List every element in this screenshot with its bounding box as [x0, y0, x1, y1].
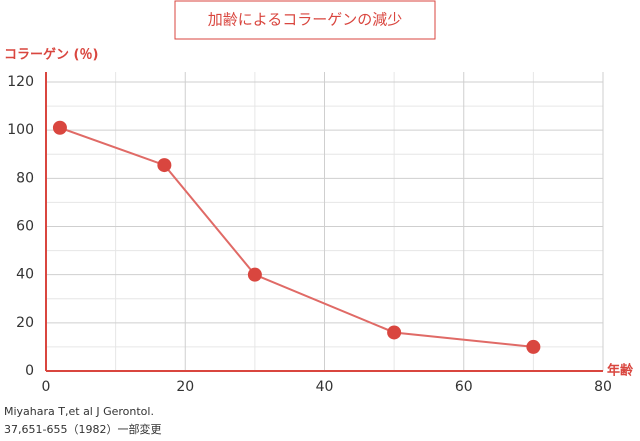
- y-axis-label: コラーゲン (％): [4, 47, 98, 63]
- source-line: Miyahara T,et al J Gerontol.: [4, 405, 154, 418]
- x-tick-label: 20: [176, 379, 194, 395]
- y-tick-label: 100: [7, 122, 34, 138]
- x-tick-label: 0: [42, 379, 51, 395]
- x-axis-label: 年齢: [607, 363, 634, 379]
- y-tick-label: 0: [25, 363, 34, 379]
- data-point: [157, 158, 172, 173]
- x-tick-label: 40: [316, 379, 334, 395]
- data-point: [387, 325, 402, 340]
- y-tick-label: 120: [7, 74, 34, 90]
- data-point: [52, 120, 67, 135]
- data-line: [59, 126, 534, 348]
- y-tick-label: 80: [16, 170, 34, 186]
- y-tick-label: 40: [16, 267, 34, 283]
- source-line: 37,651-655（1982）一部変更: [4, 422, 161, 436]
- chart-title: 加齢によるコラーゲンの減少: [208, 11, 403, 29]
- y-tick-label: 20: [16, 315, 34, 331]
- data-point: [247, 267, 262, 282]
- y-tick-label: 60: [16, 219, 34, 235]
- x-tick-label: 80: [594, 379, 612, 395]
- x-tick-label: 60: [455, 379, 473, 395]
- data-point: [526, 339, 541, 354]
- title-box: [174, 0, 436, 40]
